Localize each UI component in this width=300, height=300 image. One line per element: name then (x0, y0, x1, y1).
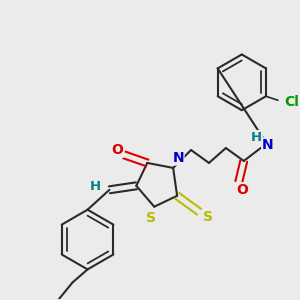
Text: H: H (90, 180, 101, 193)
Text: O: O (236, 183, 248, 197)
Text: Cl: Cl (284, 95, 299, 109)
Text: O: O (112, 143, 123, 157)
Text: H: H (251, 130, 262, 144)
Text: N: N (172, 151, 184, 165)
Text: N: N (262, 138, 274, 152)
Text: S: S (203, 210, 213, 224)
Text: S: S (146, 211, 156, 225)
